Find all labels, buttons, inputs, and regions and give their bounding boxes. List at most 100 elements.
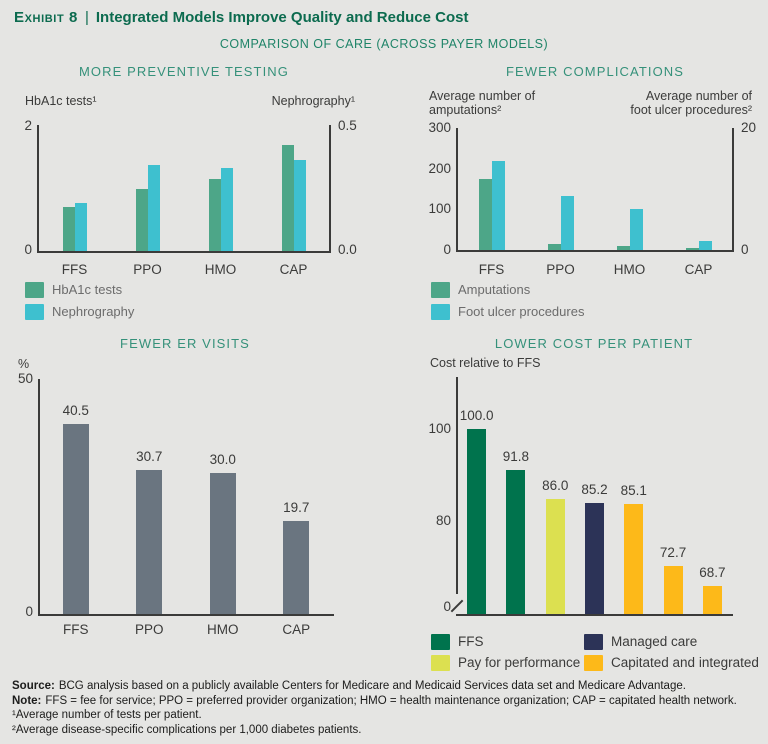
x-axis-category-label: PPO bbox=[134, 622, 164, 637]
y-axis-tick-left: 80 bbox=[435, 513, 451, 528]
abbreviation-note: Note: FFS = fee for service; PPO = prefer… bbox=[12, 694, 737, 709]
y-axis-tick-right: 20 bbox=[741, 120, 757, 135]
y-axis-line bbox=[456, 377, 458, 594]
source-label: Source: bbox=[12, 680, 55, 692]
legend-swatch-amputations bbox=[431, 282, 450, 298]
footnote-2: ²Average disease-specific complications … bbox=[12, 723, 362, 736]
bar-er-visits-ppo bbox=[136, 469, 163, 614]
y-axis-tick-right: 0 bbox=[741, 242, 749, 257]
chart-fewer-complications: FEWER COMPLICATIONS Average number of amp… bbox=[384, 60, 768, 332]
x-axis-line bbox=[38, 614, 334, 616]
bar-foot-ulcer-procedures-cap bbox=[698, 241, 712, 250]
chart-plot-area: % 50 0 40.5 FFS 30.7 PPO 30.0 HMO 19.7 CAP bbox=[0, 332, 384, 676]
y-axis-tick-left: 0 bbox=[25, 604, 33, 619]
x-axis-category-label: FFS bbox=[61, 262, 88, 277]
left-axis-title: Average number of bbox=[429, 89, 536, 103]
y-axis-tick-left: 100 bbox=[428, 421, 451, 436]
x-axis-line bbox=[37, 251, 331, 253]
exhibit-subtitle: COMPARISON OF CARE (ACROSS PAYER MODELS) bbox=[219, 37, 549, 51]
legend-label: Pay for performance bbox=[458, 655, 581, 670]
bar-cost-86-0 bbox=[545, 499, 565, 614]
bar-cost-85-1 bbox=[624, 503, 644, 614]
right-axis-title: Nephrography¹ bbox=[271, 94, 355, 108]
right-axis-title: foot ulcer procedures² bbox=[630, 103, 752, 117]
legend-label: FFS bbox=[458, 634, 484, 649]
bar-value-label: 100.0 bbox=[459, 408, 494, 423]
x-axis-category-label: CAP bbox=[279, 262, 308, 277]
chart-title: FEWER ER VISITS bbox=[120, 336, 250, 351]
chart-title: MORE PREVENTIVE TESTING bbox=[79, 64, 289, 79]
exhibit-title-text: Integrated Models Improve Quality and Re… bbox=[95, 9, 469, 26]
bar-value-label: 72.7 bbox=[659, 544, 687, 560]
source-text: BCG analysis based on a publicly availab… bbox=[58, 680, 686, 692]
y-axis-tick-right: 0.0 bbox=[338, 242, 357, 257]
y-axis-line bbox=[37, 125, 39, 251]
bar-nephrography-ppo bbox=[147, 165, 160, 251]
footnotes: Source: BCG analysis based on a publicly … bbox=[12, 679, 737, 737]
bar-hba1c-tests-ffs bbox=[62, 206, 75, 251]
left-axis-title: % bbox=[18, 357, 30, 371]
legend-label: Managed care bbox=[611, 634, 698, 649]
axis-break-mark bbox=[450, 599, 464, 613]
bar-amputations-ffs bbox=[478, 178, 492, 250]
x-axis-category-label: HMO bbox=[204, 262, 237, 277]
chart-plot-area: Cost relative to FFS 100 80 0 100.0 91.8 86.0 8… bbox=[384, 332, 768, 676]
chart-more-preventive-testing: MORE PREVENTIVE TESTING HbA1c tests¹ Neph… bbox=[0, 60, 384, 332]
x-axis-line bbox=[456, 250, 734, 252]
bar-amputations-cap bbox=[685, 247, 699, 250]
bar-foot-ulcer-procedures-hmo bbox=[629, 208, 643, 250]
x-axis-category-label: FFS bbox=[63, 622, 89, 637]
bar-amputations-hmo bbox=[616, 245, 630, 250]
left-axis-title: amputations² bbox=[429, 103, 502, 117]
legend-swatch-managed-care bbox=[584, 634, 603, 650]
chart-plot-area: Average number of amputations² Average num… bbox=[384, 60, 768, 332]
bar-cost-72-7 bbox=[663, 565, 683, 614]
y-axis-tick-left: 0 bbox=[443, 599, 451, 614]
title-separator: | bbox=[84, 9, 89, 26]
legend-label: Nephrography bbox=[52, 304, 135, 319]
x-axis-category-label: PPO bbox=[133, 262, 162, 277]
bar-cost-68-7 bbox=[702, 585, 722, 614]
legend-swatch-ffs bbox=[431, 634, 450, 650]
bar-foot-ulcer-procedures-ffs bbox=[491, 160, 505, 250]
y-axis-line-right bbox=[732, 128, 734, 250]
y-axis-tick-right: 0.5 bbox=[338, 118, 357, 133]
legend-swatch-pay-for-performance bbox=[431, 655, 450, 671]
chart-plot-area: HbA1c tests¹ Nephrography¹ 2 0 0.5 0.0 FFS PPO H… bbox=[0, 60, 384, 332]
y-axis-tick-left: 2 bbox=[24, 118, 32, 133]
legend-label: Amputations bbox=[458, 282, 531, 297]
note-label: Note: bbox=[12, 694, 42, 707]
bar-value-label: 85.1 bbox=[620, 482, 647, 498]
bar-value-label: 68.7 bbox=[699, 564, 726, 580]
exhibit-title: Exhibit 8 | Integrated Models Improve Qual… bbox=[14, 9, 468, 26]
y-axis-line bbox=[38, 379, 40, 614]
legend-label: Capitated and integrated bbox=[611, 655, 759, 670]
x-axis-category-label: PPO bbox=[546, 262, 575, 277]
x-axis-category-label: HMO bbox=[207, 622, 239, 637]
bar-er-visits-hmo bbox=[209, 473, 236, 614]
chart-fewer-er-visits: FEWER ER VISITS % 50 0 40.5 FFS 30.7 PPO 30.0 HM… bbox=[0, 332, 384, 676]
bar-nephrography-hmo bbox=[220, 167, 233, 251]
legend-swatch-foot-ulcer-procedures bbox=[431, 304, 450, 320]
y-axis-tick-left: 0 bbox=[24, 242, 32, 257]
y-axis-line-right bbox=[329, 125, 331, 251]
x-axis-category-label: CAP bbox=[684, 262, 713, 277]
bar-value-label: 40.5 bbox=[62, 402, 89, 418]
legend-swatch-capitated-and-integrated bbox=[584, 655, 603, 671]
chart-title: LOWER COST PER PATIENT bbox=[494, 336, 694, 351]
legend-swatch-hba1c-tests bbox=[25, 282, 44, 298]
legend-swatch-nephrography bbox=[25, 304, 44, 320]
note-text: FFS = fee for service; PPO = preferred p… bbox=[45, 694, 737, 707]
y-axis-tick-left: 300 bbox=[428, 120, 451, 135]
footnote-1: ¹Average number of tests per patient. bbox=[12, 709, 202, 721]
left-axis-title: HbA1c tests¹ bbox=[25, 94, 97, 108]
bar-nephrography-ffs bbox=[74, 203, 87, 251]
bar-value-label: 19.7 bbox=[283, 500, 310, 516]
right-axis-title: Average number of bbox=[645, 89, 752, 103]
bar-cost-91-8 bbox=[506, 470, 526, 614]
bar-cost-100-0 bbox=[467, 429, 487, 614]
bar-value-label: 30.7 bbox=[136, 448, 163, 464]
x-axis-line bbox=[456, 614, 733, 616]
bar-hba1c-tests-cap bbox=[281, 144, 294, 251]
